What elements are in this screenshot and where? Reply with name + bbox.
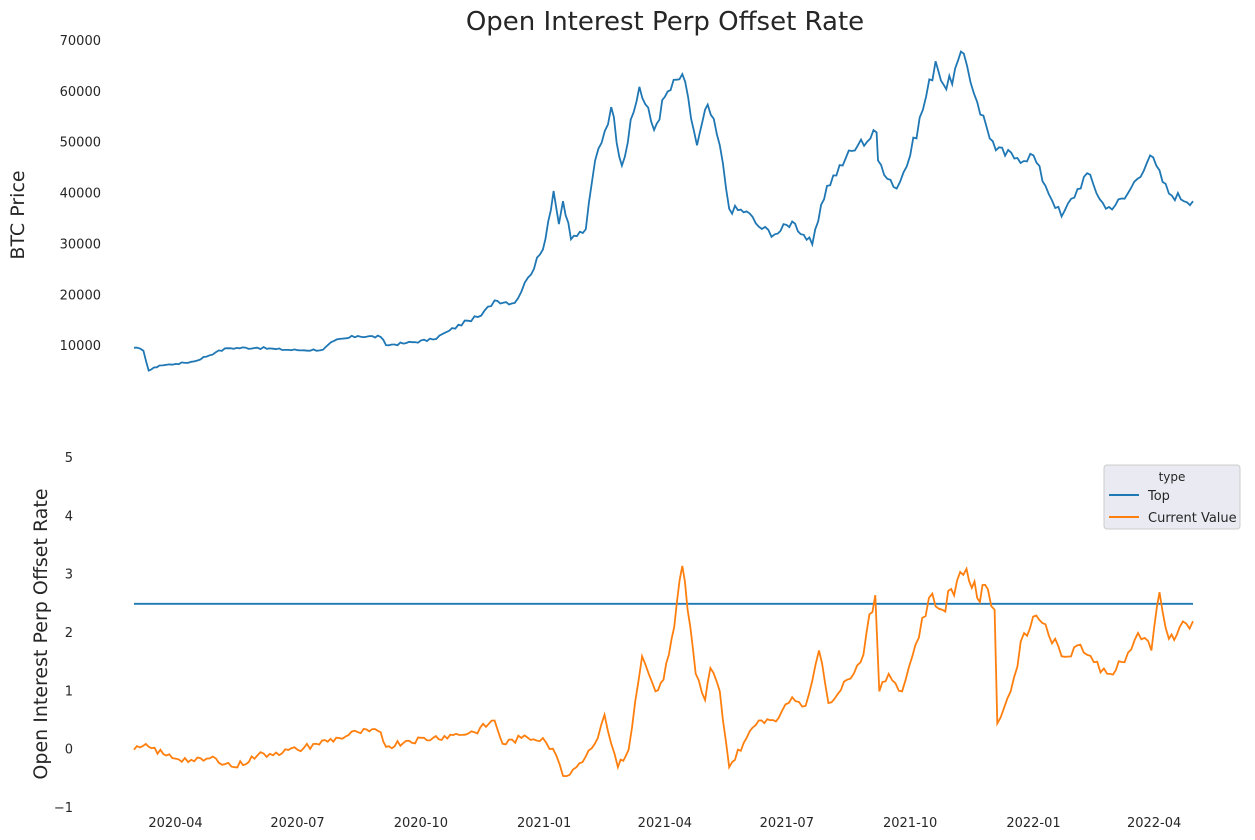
- offset-rate-panel: Open Interest Perp Offset Rate −1012345 …: [30, 451, 1194, 831]
- date-xtick: 2022-04: [1127, 816, 1181, 831]
- offset-rate-ytick: 1: [65, 684, 73, 699]
- btc-price-panel: BTC Price 10000 20000 30000 40000 50000 60000…: [7, 34, 1194, 372]
- btc-price-ytick: 10000: [60, 339, 101, 354]
- date-xtick: 2020-10: [394, 816, 448, 831]
- legend-label-top: Top: [1147, 489, 1170, 504]
- offset-rate-ytick: 2: [65, 626, 73, 641]
- btc-price-ylabel: BTC Price: [7, 170, 29, 259]
- legend-box: [1103, 464, 1241, 530]
- date-xticks: 2020-04 2020-07 2020-10 2021-01 2021-04 2021-…: [148, 816, 1181, 831]
- date-xtick: 2021-07: [760, 816, 814, 831]
- btc-price-ytick: 60000: [60, 85, 101, 100]
- legend-title: type: [1159, 470, 1186, 484]
- date-xtick: 2020-07: [270, 816, 324, 831]
- date-xtick: 2021-01: [517, 816, 571, 831]
- offset-rate-ytick: 0: [65, 743, 73, 758]
- offset-rate-ytick: 5: [65, 451, 73, 466]
- btc-price-ytick: 30000: [60, 237, 101, 252]
- btc-price-ytick: 40000: [60, 187, 101, 202]
- btc-price-yticks: 10000 20000 30000 40000 50000 60000 70000: [60, 34, 101, 354]
- btc-price-line: [134, 50, 1194, 372]
- btc-price-ytick: 20000: [60, 288, 101, 303]
- btc-price-ytick: 70000: [60, 34, 101, 49]
- offset-rate-ytick: −1: [54, 801, 73, 816]
- date-xtick: 2022-01: [1006, 816, 1060, 831]
- legend: type Top Current Value: [1103, 464, 1241, 530]
- current-value-line: [133, 565, 1194, 778]
- legend-label-current-value: Current Value: [1148, 511, 1237, 526]
- date-xtick: 2021-10: [883, 816, 937, 831]
- offset-rate-ytick: 3: [65, 568, 73, 583]
- offset-rate-yticks: −1 0 1 2 3 4 5: [54, 451, 73, 816]
- offset-rate-ytick: 4: [65, 509, 73, 524]
- date-xtick: 2020-04: [148, 816, 202, 831]
- btc-price-ytick: 50000: [60, 136, 101, 151]
- date-xtick: 2021-04: [638, 816, 692, 831]
- chart-title: Open Interest Perp Offset Rate: [466, 7, 864, 37]
- offset-rate-ylabel: Open Interest Perp Offset Rate: [30, 488, 52, 779]
